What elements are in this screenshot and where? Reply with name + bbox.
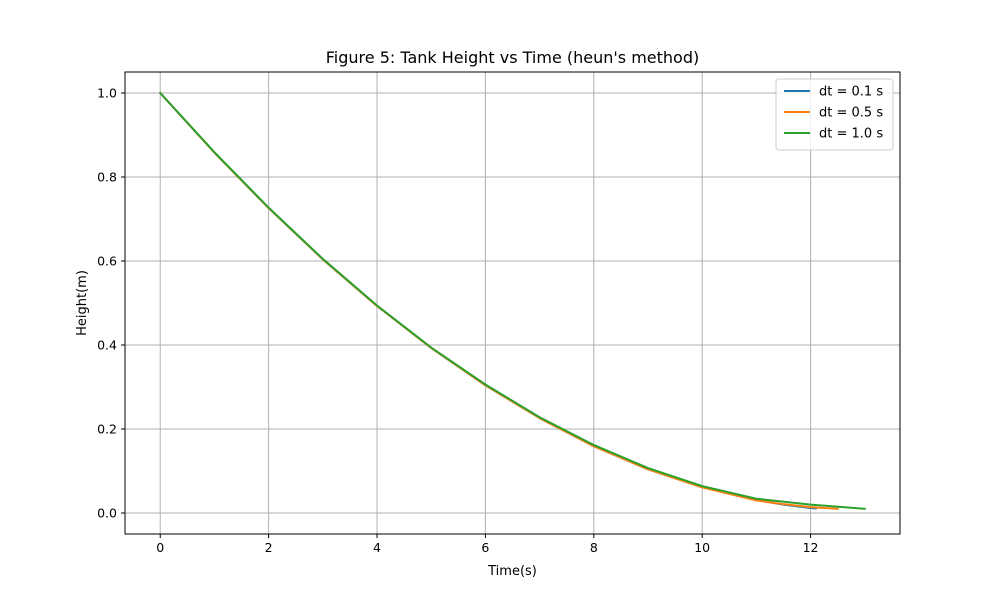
chart-title: Figure 5: Tank Height vs Time (heun's me… (326, 48, 699, 67)
y-tick-label: 1.0 (97, 86, 117, 101)
x-axis-label: Time(s) (487, 564, 537, 579)
legend: dt = 0.1 s dt = 0.5 s dt = 1.0 s (775, 78, 894, 151)
x-tick-label: 2 (265, 540, 273, 555)
x-tick-label: 0 (156, 540, 164, 555)
series-lines (158, 91, 866, 510)
y-axis-label: Height(m) (75, 270, 90, 336)
y-tick-label: 0.8 (97, 170, 117, 185)
x-tick-label: 6 (481, 540, 489, 555)
series-line-3 (158, 91, 866, 510)
x-tick-label: 8 (590, 540, 598, 555)
y-axis-ticks: 0.0 0.2 0.4 0.6 0.8 1.0 (97, 86, 125, 521)
legend-label-3: dt = 1.0 s (819, 127, 883, 142)
legend-label-1: dt = 0.1 s (819, 85, 883, 100)
grid (125, 72, 900, 534)
plot-frame (124, 71, 901, 535)
x-tick-label: 10 (694, 540, 710, 555)
x-tick-label: 12 (803, 540, 819, 555)
y-tick-label: 0.0 (97, 506, 117, 521)
x-tick-label: 4 (373, 540, 381, 555)
y-tick-label: 0.4 (97, 338, 117, 353)
y-tick-label: 0.2 (97, 422, 117, 437)
legend-label-2: dt = 0.5 s (819, 106, 883, 121)
y-tick-label: 0.6 (97, 254, 117, 269)
x-axis-ticks: 0 2 4 6 8 10 12 (156, 534, 819, 555)
